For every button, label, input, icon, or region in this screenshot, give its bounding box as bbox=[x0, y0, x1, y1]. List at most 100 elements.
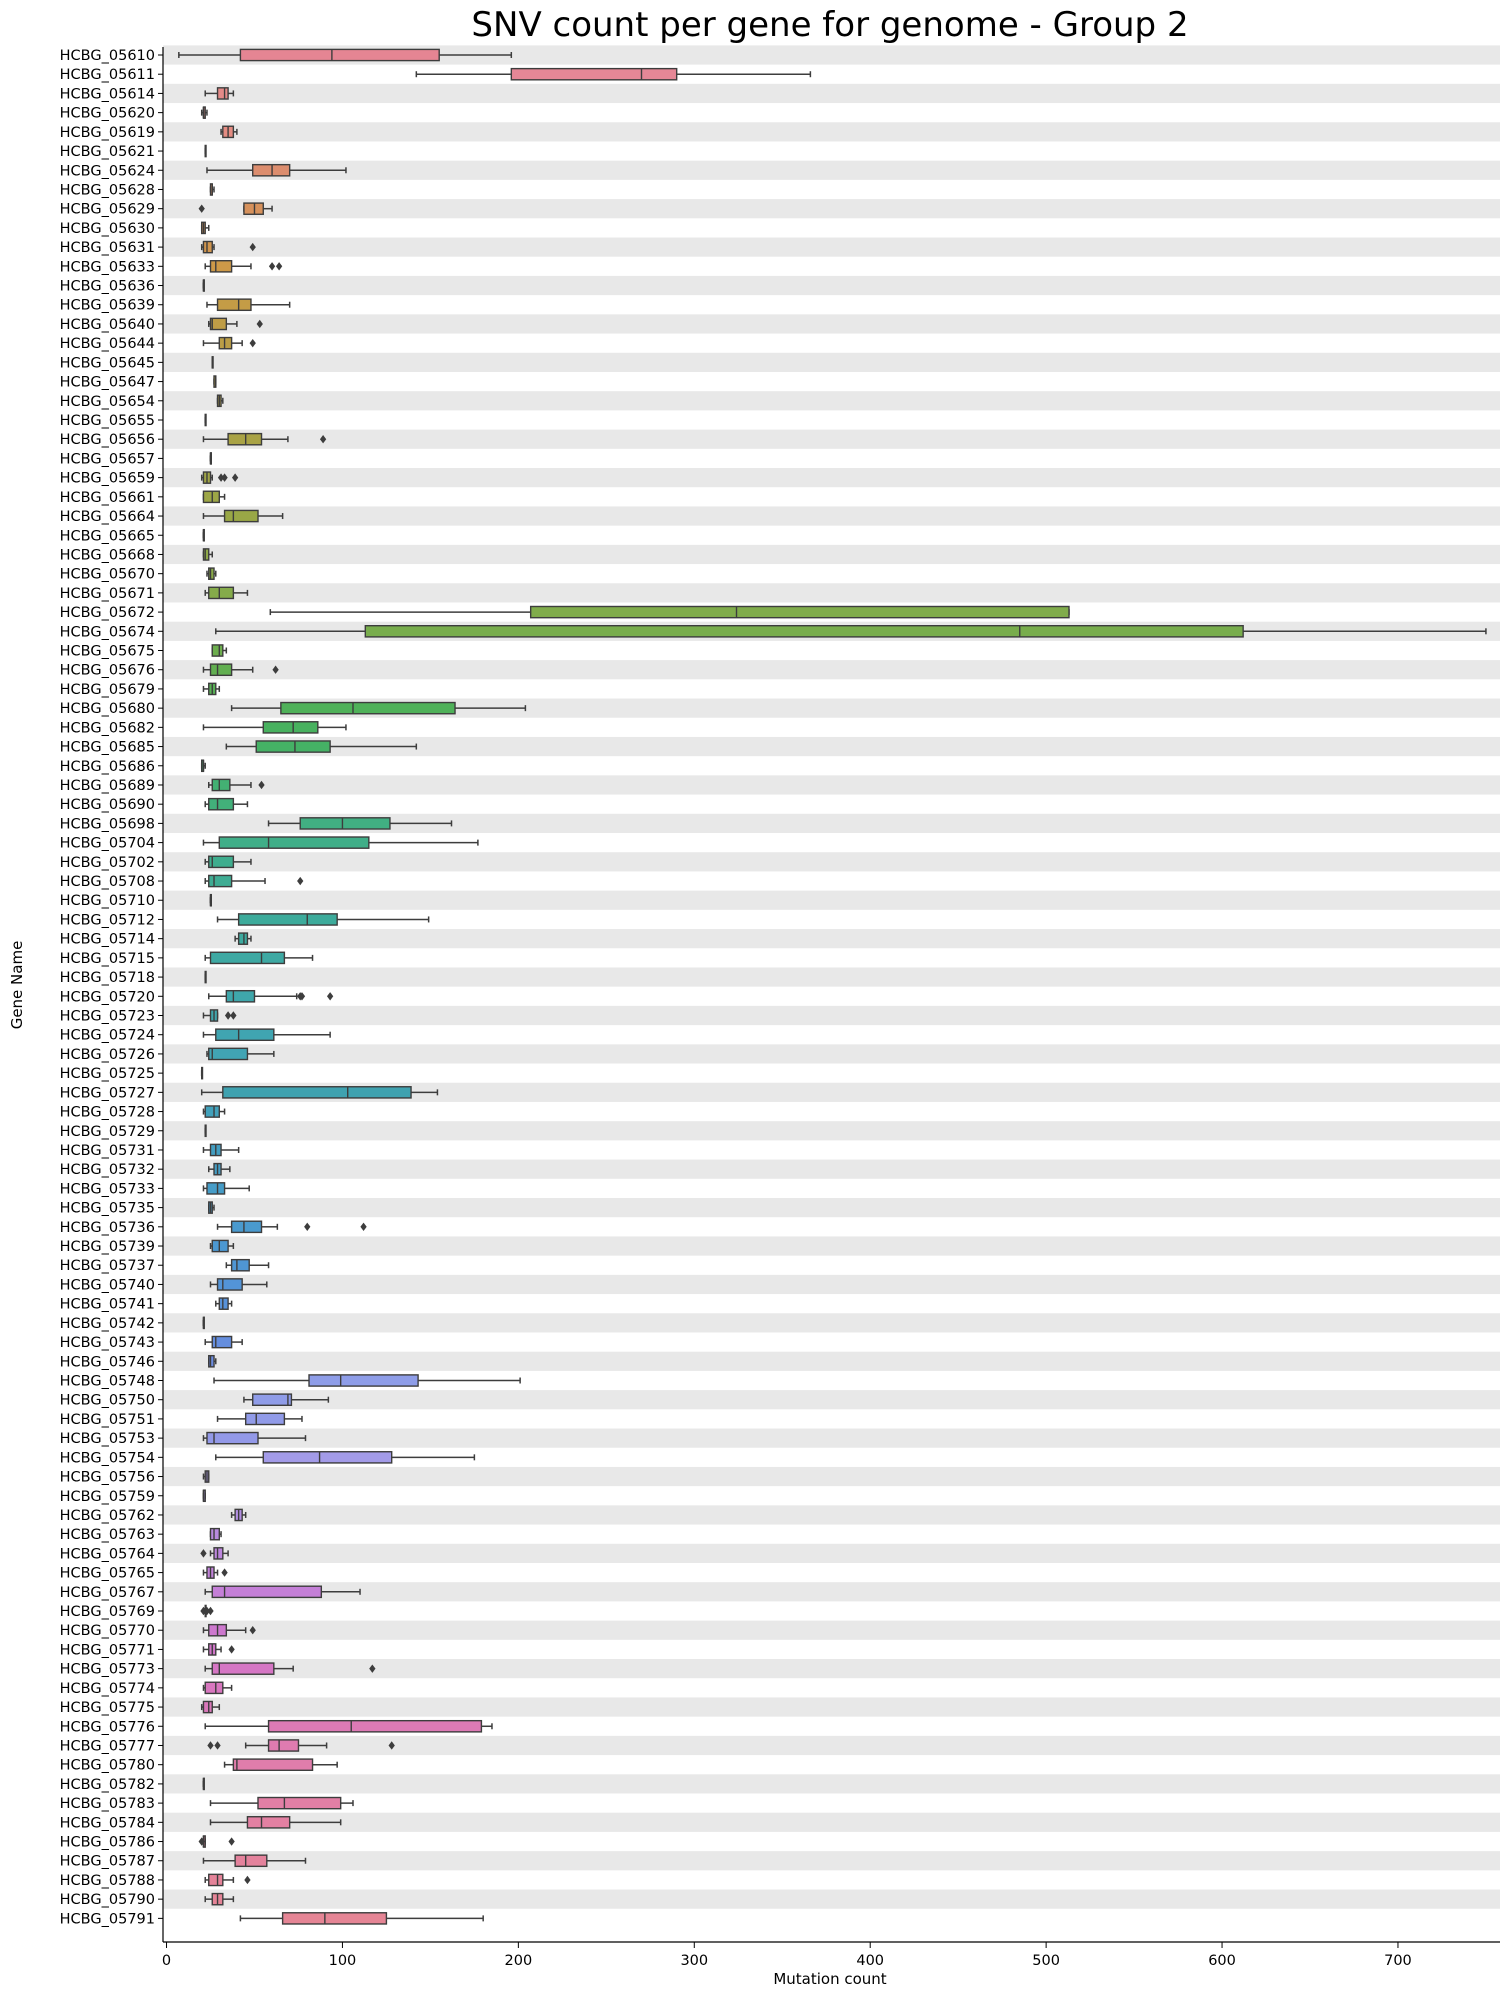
box-group bbox=[267, 817, 453, 830]
box-group bbox=[204, 1335, 243, 1349]
y-tick-label: HCBG_05674 bbox=[60, 624, 155, 640]
row-band bbox=[163, 775, 1500, 795]
box-group bbox=[202, 1566, 228, 1579]
row-band bbox=[163, 544, 1500, 565]
row-band bbox=[163, 1044, 1500, 1064]
row-band bbox=[163, 160, 1500, 180]
y-tick-label: HCBG_05656 bbox=[60, 432, 155, 448]
box-group bbox=[204, 855, 252, 869]
box-group bbox=[200, 1547, 229, 1560]
row-band bbox=[163, 1697, 1500, 1717]
row-band bbox=[163, 275, 1500, 296]
iqr-box bbox=[230, 1220, 263, 1234]
y-tick-label: HCBG_05655 bbox=[60, 413, 155, 429]
box-group bbox=[204, 1873, 251, 1887]
box-group bbox=[202, 1028, 331, 1042]
box-group bbox=[206, 298, 291, 312]
outlier-point bbox=[297, 876, 304, 886]
y-tick-label: HCBG_05718 bbox=[60, 970, 155, 986]
box-group bbox=[204, 970, 207, 984]
box-group bbox=[198, 1835, 235, 1848]
iqr-box bbox=[225, 989, 256, 1003]
outlier-point bbox=[369, 1664, 376, 1673]
row-band bbox=[163, 1774, 1500, 1794]
box-group bbox=[207, 317, 263, 331]
row-band bbox=[163, 45, 1500, 65]
iqr-box bbox=[237, 913, 338, 926]
outlier-point bbox=[217, 473, 225, 482]
outlier-point bbox=[360, 1222, 367, 1232]
y-tick-label: HCBG_05636 bbox=[60, 279, 155, 295]
box-group bbox=[200, 240, 256, 254]
y-tick-label: HCBG_05624 bbox=[60, 163, 155, 179]
y-tick-label: HCBG_05639 bbox=[60, 298, 155, 314]
row-band bbox=[163, 1582, 1500, 1602]
box-group bbox=[204, 951, 314, 965]
box-group bbox=[202, 336, 256, 350]
box-group bbox=[202, 1316, 205, 1330]
y-tick-label: HCBG_05629 bbox=[60, 202, 155, 218]
outlier-point bbox=[388, 1741, 395, 1750]
y-tick-label: HCBG_05714 bbox=[60, 932, 155, 948]
iqr-box bbox=[223, 509, 259, 523]
outlier-point bbox=[207, 1606, 214, 1616]
box-group bbox=[216, 394, 224, 408]
y-tick-label: HCBG_05769 bbox=[60, 1604, 155, 1620]
iqr-box bbox=[237, 932, 249, 945]
row-band bbox=[163, 1274, 1500, 1295]
box-group bbox=[200, 106, 208, 119]
y-tick-label: HCBG_05739 bbox=[60, 1239, 155, 1255]
iqr-box bbox=[208, 586, 235, 600]
row-band bbox=[163, 352, 1500, 372]
iqr-box bbox=[209, 1527, 220, 1541]
y-tick-label: HCBG_05736 bbox=[60, 1220, 155, 1236]
iqr-box bbox=[211, 1239, 229, 1253]
box-group bbox=[225, 740, 418, 753]
outlier-point bbox=[214, 1741, 221, 1750]
outlier-point bbox=[230, 1011, 237, 1020]
y-tick-label: HCBG_05644 bbox=[60, 336, 155, 352]
box-group bbox=[202, 1681, 233, 1695]
iqr-box bbox=[216, 87, 229, 100]
iqr-box bbox=[211, 778, 231, 792]
iqr-box bbox=[529, 605, 1070, 619]
iqr-box bbox=[211, 1585, 323, 1599]
iqr-box bbox=[209, 317, 228, 331]
y-tick-label: HCBG_05724 bbox=[60, 1028, 155, 1044]
iqr-box bbox=[208, 1354, 215, 1368]
iqr-box bbox=[202, 548, 210, 561]
box-group bbox=[202, 1623, 256, 1637]
outlier-point bbox=[326, 992, 334, 1001]
chart-title: SNV count per gene for genome - Group 2 bbox=[471, 5, 1188, 45]
outlier-point bbox=[249, 1626, 256, 1635]
iqr-box bbox=[209, 260, 233, 273]
y-tick-label: HCBG_05704 bbox=[60, 836, 155, 852]
x-tick-label: 300 bbox=[680, 1953, 708, 1969]
y-tick-label: HCBG_05762 bbox=[60, 1508, 155, 1524]
box-group bbox=[204, 874, 304, 888]
iqr-box bbox=[208, 855, 235, 869]
iqr-box bbox=[262, 1451, 393, 1464]
box-group bbox=[202, 721, 347, 734]
box-group bbox=[202, 548, 214, 561]
iqr-box bbox=[209, 951, 286, 965]
y-tick-label: HCBG_05771 bbox=[60, 1642, 155, 1658]
iqr-box bbox=[204, 1681, 224, 1695]
box-group bbox=[207, 1354, 217, 1368]
y-tick-label: HCBG_05746 bbox=[60, 1354, 155, 1370]
iqr-box bbox=[262, 721, 319, 734]
y-tick-label: HCBG_05788 bbox=[60, 1873, 155, 1889]
x-axis: 0 100 200 300 400 500 600 700 bbox=[162, 1941, 1500, 1969]
row-band bbox=[163, 1659, 1500, 1679]
y-tick-label: HCBG_05786 bbox=[60, 1835, 155, 1851]
iqr-box bbox=[280, 701, 456, 715]
box-group bbox=[206, 163, 347, 177]
box-group bbox=[209, 1527, 222, 1541]
iqr-box bbox=[211, 1662, 275, 1675]
box-group bbox=[230, 1508, 247, 1522]
iqr-box bbox=[206, 1431, 259, 1445]
y-tick-label: HCBG_05767 bbox=[60, 1585, 155, 1601]
box-group bbox=[209, 1796, 354, 1810]
x-tick-label: 0 bbox=[162, 1953, 171, 1969]
box-group bbox=[202, 1470, 210, 1483]
